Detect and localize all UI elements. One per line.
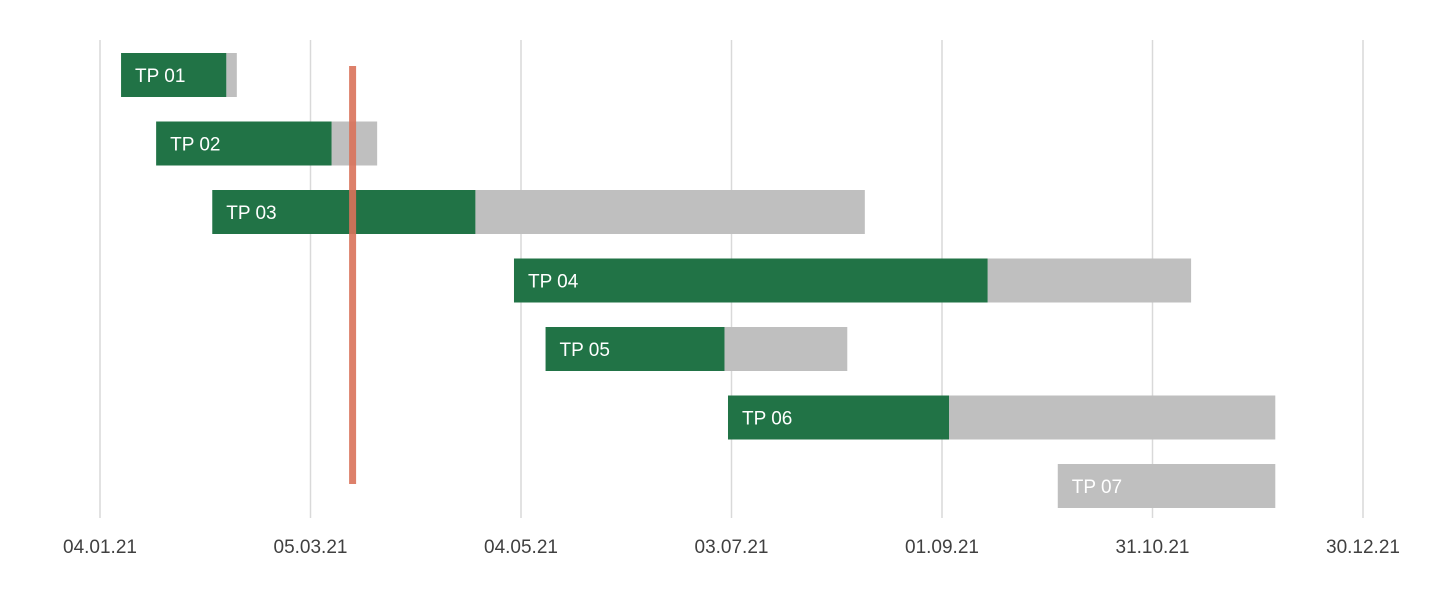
completed-bar [545,327,725,371]
task-row: TP 03 [212,190,865,234]
task-label: TP 01 [135,66,185,87]
remaining-bar [226,53,237,97]
task-label: TP 03 [226,203,276,224]
completed-bar [156,121,332,166]
task-label: TP 02 [170,135,220,156]
completed-bar [727,395,950,440]
x-axis-tick-labels: 04.01.21 05.03.21 04.05.21 03.07.21 01.09.21… [63,537,1400,558]
task-row: TP 06 [727,395,1276,440]
task-label: TP 07 [1072,477,1122,498]
task-row: TP 02 [156,121,378,166]
x-tick-label: 01.09.21 [905,537,979,558]
remaining-bar [475,190,865,234]
today-marker-line [349,66,357,484]
task-label: TP 05 [560,340,610,361]
x-tick-label: 30.12.21 [1326,537,1400,558]
today-marker-layer [349,66,357,484]
remaining-bar [724,327,848,371]
x-tick-label: 04.05.21 [484,537,558,558]
x-tick-label: 31.10.21 [1116,537,1190,558]
remaining-bar [949,395,1276,440]
x-tick-label: 03.07.21 [695,537,769,558]
x-tick-label: 05.03.21 [274,537,348,558]
completed-bar [212,190,476,234]
task-row: TP 01 [121,53,237,97]
remaining-bar [987,258,1192,303]
task-label: TP 06 [742,409,792,430]
task-bars: TP 01 TP 02 TP 03 TP 04 TP 05 TP 06 TP 07 [121,53,1276,508]
completed-bar [121,53,227,97]
task-row: TP 07 [1057,464,1276,508]
task-row: TP 04 [513,258,1192,303]
completed-bar [513,258,988,303]
task-label: TP 04 [528,272,579,293]
remaining-bar [1057,464,1276,508]
task-row: TP 05 [545,327,848,371]
x-tick-label: 04.01.21 [63,537,137,558]
